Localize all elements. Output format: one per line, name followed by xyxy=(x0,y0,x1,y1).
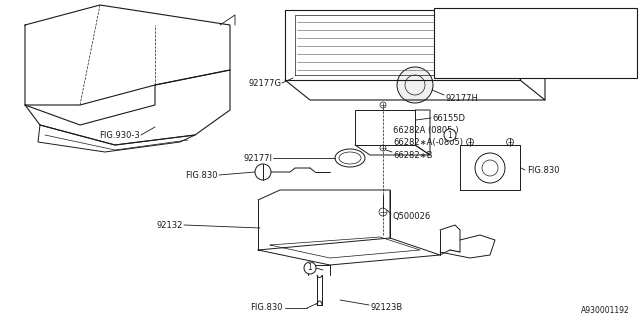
Text: FIG.830: FIG.830 xyxy=(250,303,283,313)
Text: 66282A (0805-): 66282A (0805-) xyxy=(393,125,459,134)
Circle shape xyxy=(304,262,316,274)
Text: 92123B: 92123B xyxy=(370,303,403,313)
Text: FIG.830: FIG.830 xyxy=(186,171,218,180)
Text: 92177G: 92177G xyxy=(248,78,281,87)
Text: Q500026: Q500026 xyxy=(392,212,430,221)
Text: 92132: 92132 xyxy=(157,220,183,229)
Text: 0450S*A(-0806): 0450S*A(-0806) xyxy=(439,15,500,24)
Text: 66282∗A(-0805): 66282∗A(-0805) xyxy=(393,138,463,147)
Text: A930001192: A930001192 xyxy=(581,306,630,315)
Text: 1: 1 xyxy=(447,131,452,140)
Circle shape xyxy=(437,38,447,48)
Circle shape xyxy=(397,67,433,103)
Circle shape xyxy=(444,129,456,141)
Text: 66155B: 66155B xyxy=(445,47,477,57)
Text: FIG.830: FIG.830 xyxy=(527,165,559,174)
Bar xyxy=(434,8,637,78)
Text: 1: 1 xyxy=(440,39,444,48)
Text: 92177I: 92177I xyxy=(243,154,272,163)
Text: 66282∗B: 66282∗B xyxy=(393,150,433,159)
Text: Q500031 (’11MY-): Q500031 (’11MY-) xyxy=(439,62,508,71)
Text: 92177H: 92177H xyxy=(445,93,478,102)
Text: 66155D: 66155D xyxy=(432,114,465,123)
Text: FIG.930-3: FIG.930-3 xyxy=(99,131,140,140)
Text: 1: 1 xyxy=(308,263,312,273)
Text: 0450S*B(0806-’10MY): 0450S*B(0806-’10MY) xyxy=(451,39,536,48)
